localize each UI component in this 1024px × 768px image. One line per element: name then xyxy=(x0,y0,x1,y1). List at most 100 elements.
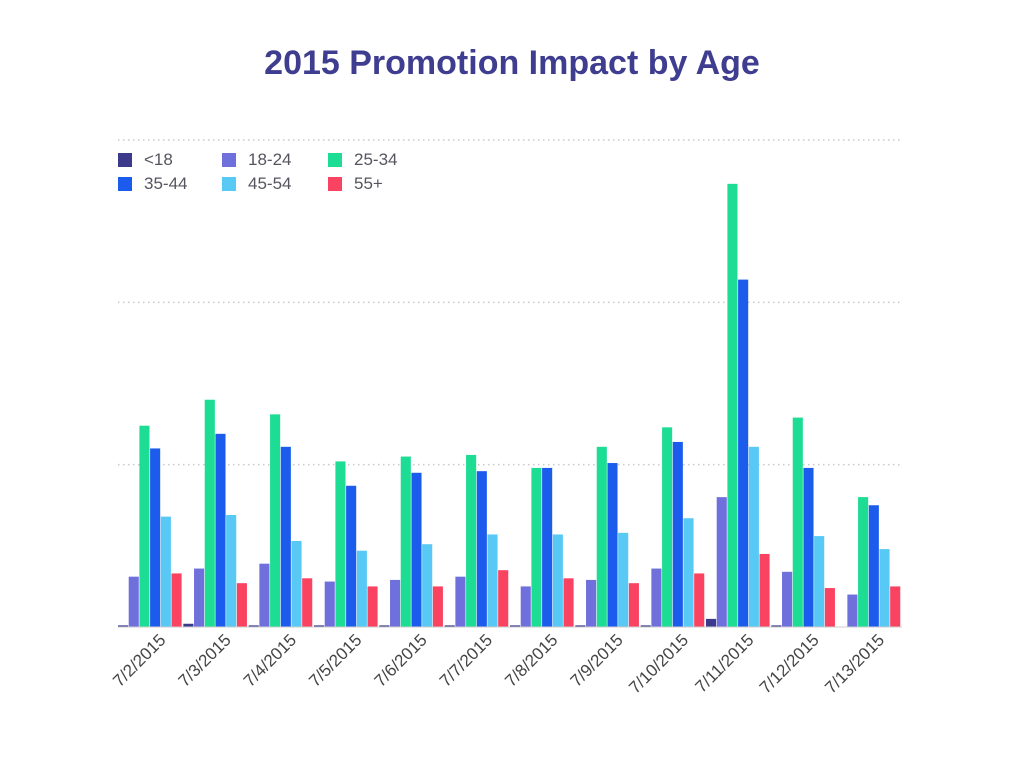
bar-4-1 xyxy=(226,514,237,627)
legend-item: 18-24 xyxy=(222,150,328,169)
bar-0-3 xyxy=(314,625,325,627)
bar-4-3 xyxy=(356,550,367,627)
bar-5-5 xyxy=(498,570,509,627)
bar-2-9 xyxy=(727,183,738,627)
bar-2-6 xyxy=(531,467,542,627)
legend-swatch xyxy=(118,153,132,167)
bar-2-2 xyxy=(270,414,281,627)
legend-item: 35-44 xyxy=(118,174,222,193)
legend-swatch xyxy=(222,153,236,167)
bar-3-6 xyxy=(542,467,553,627)
bar-5-11 xyxy=(890,586,901,627)
bar-2-8 xyxy=(662,427,673,627)
bar-4-7 xyxy=(618,532,629,627)
bar-3-8 xyxy=(672,441,683,627)
x-tick-label: 7/11/2015 xyxy=(691,630,757,696)
bar-4-9 xyxy=(748,446,759,627)
x-tick-label: 7/12/2015 xyxy=(756,630,823,697)
bars xyxy=(118,183,901,627)
legend-label: 25-34 xyxy=(354,150,398,169)
bar-5-10 xyxy=(824,588,835,627)
legend-swatch xyxy=(328,153,342,167)
bar-3-9 xyxy=(738,279,749,627)
bar-4-5 xyxy=(487,534,498,627)
bar-3-7 xyxy=(607,463,618,627)
x-tick-label: 7/9/2015 xyxy=(567,630,627,690)
bar-2-11 xyxy=(858,497,869,627)
bar-5-9 xyxy=(759,553,770,627)
bar-3-4 xyxy=(411,472,422,627)
chart-title: 2015 Promotion Impact by Age xyxy=(264,44,760,82)
x-tick-label: 7/6/2015 xyxy=(371,630,431,690)
bar-0-9 xyxy=(706,618,717,627)
bar-5-3 xyxy=(367,586,378,627)
bar-0-4 xyxy=(379,625,390,627)
bar-2-0 xyxy=(139,425,150,627)
bar-3-3 xyxy=(346,485,357,627)
bar-0-8 xyxy=(640,625,651,627)
bar-0-10 xyxy=(771,625,782,627)
bar-0-1 xyxy=(183,623,194,627)
bar-1-9 xyxy=(716,497,727,627)
bar-5-4 xyxy=(432,586,443,627)
bar-3-2 xyxy=(280,446,291,627)
bar-0-5 xyxy=(444,625,455,627)
legend-label: 55+ xyxy=(354,174,383,193)
x-tick-label: 7/5/2015 xyxy=(305,630,365,690)
bar-4-6 xyxy=(552,534,563,627)
bar-1-11 xyxy=(847,594,858,627)
bar-4-8 xyxy=(683,518,694,627)
bar-0-2 xyxy=(248,625,259,627)
bar-2-1 xyxy=(204,399,215,627)
bar-5-0 xyxy=(171,573,182,627)
bar-3-1 xyxy=(215,433,226,627)
bar-1-0 xyxy=(128,576,139,627)
legend-label: 45-54 xyxy=(248,174,292,193)
legend-swatch xyxy=(222,177,236,191)
bar-1-1 xyxy=(194,568,205,627)
bar-1-4 xyxy=(390,579,401,627)
bar-0-6 xyxy=(510,625,521,627)
legend-label: 35-44 xyxy=(144,174,188,193)
bar-4-4 xyxy=(422,544,433,627)
bar-5-6 xyxy=(563,578,574,627)
legend-swatch xyxy=(118,177,132,191)
legend-swatch xyxy=(328,177,342,191)
legend-item: 25-34 xyxy=(328,150,438,169)
bar-1-6 xyxy=(520,586,531,627)
bar-1-7 xyxy=(586,579,597,627)
x-tick-label: 7/10/2015 xyxy=(625,630,692,697)
legend-item: 55+ xyxy=(328,174,438,193)
bar-4-0 xyxy=(160,516,171,627)
bar-3-5 xyxy=(476,471,487,627)
bar-2-10 xyxy=(792,417,803,627)
bar-5-8 xyxy=(694,573,705,627)
bar-2-3 xyxy=(335,461,346,627)
bar-2-5 xyxy=(466,454,477,627)
bar-1-5 xyxy=(455,576,466,627)
legend: <18 18-24 25-34 35-44 45-54 55+ xyxy=(118,150,438,193)
bar-2-7 xyxy=(596,446,607,627)
bar-5-2 xyxy=(302,578,313,627)
gridlines xyxy=(118,139,902,466)
bar-0-7 xyxy=(575,625,586,627)
bar-3-11 xyxy=(868,505,879,627)
bar-1-3 xyxy=(324,581,335,627)
bar-3-0 xyxy=(150,448,161,627)
x-tick-label: 7/4/2015 xyxy=(240,630,300,690)
bar-4-2 xyxy=(291,540,302,627)
legend-label: 18-24 xyxy=(248,150,292,169)
bar-2-4 xyxy=(400,456,411,627)
legend-item: 45-54 xyxy=(222,174,328,193)
legend-item: <18 xyxy=(118,150,222,169)
bar-0-0 xyxy=(118,625,129,627)
bar-4-11 xyxy=(879,549,890,627)
bar-5-7 xyxy=(628,583,639,627)
bar-4-10 xyxy=(814,536,825,627)
x-tick-labels: 7/2/2015 7/3/2015 7/4/2015 7/5/2015 7/6/2015… xyxy=(109,630,888,697)
x-tick-label: 7/7/2015 xyxy=(436,630,496,690)
legend-label: <18 xyxy=(144,150,173,169)
bar-3-10 xyxy=(803,467,814,627)
x-tick-label: 7/8/2015 xyxy=(501,630,561,690)
